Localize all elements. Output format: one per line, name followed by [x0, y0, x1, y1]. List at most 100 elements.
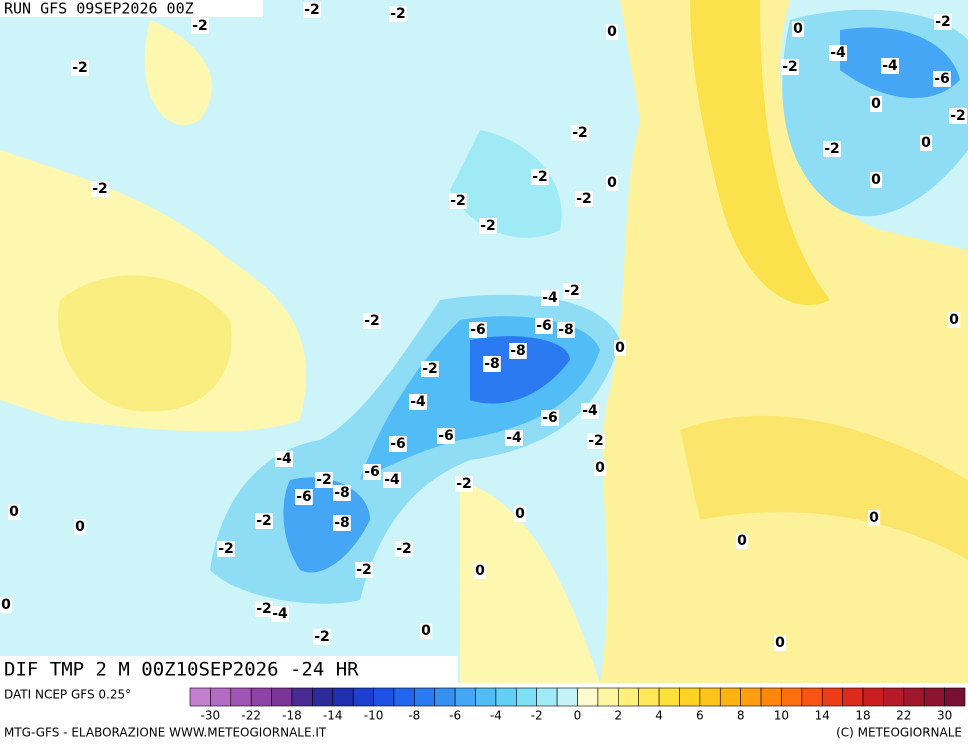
legend-swatch	[944, 687, 966, 707]
contour-label: 0	[1, 597, 11, 613]
contour-label-bg	[781, 59, 799, 75]
legend-tick-label: -4	[490, 709, 502, 723]
contour-label: -2	[72, 60, 88, 76]
legend-swatch	[577, 687, 599, 707]
contour-label: 0	[949, 312, 959, 328]
contour-label: -2	[564, 283, 580, 299]
contour-label: -2	[256, 601, 272, 617]
contour-label-bg	[191, 18, 209, 34]
contour-label-bg	[736, 533, 749, 549]
contour-label: -2	[588, 433, 604, 449]
contour-label: -4	[830, 45, 846, 61]
contour-label-bg	[614, 340, 627, 356]
contour-label: -2	[480, 218, 496, 234]
contour-label: -4	[384, 472, 400, 488]
legend-swatch	[821, 687, 843, 707]
contour-label: -2	[782, 59, 798, 75]
contour-label: -8	[334, 485, 350, 501]
legend-tick-label: 2	[614, 709, 622, 723]
contour-label: 0	[475, 563, 485, 579]
legend-swatch	[332, 687, 354, 707]
contour-label: -2	[92, 181, 108, 197]
contour-label: -2	[304, 2, 320, 18]
contour-label-bg	[389, 6, 407, 22]
legend-swatch	[658, 687, 680, 707]
legend-swatch	[597, 687, 619, 707]
contour-label: 0	[515, 506, 525, 522]
footer-left: MTG-GFS - ELABORAZIONE WWW.METEOGIORNALE…	[4, 726, 327, 740]
legend-tick-label: 8	[737, 709, 745, 723]
legend-tick-label: 18	[855, 709, 870, 723]
legend-swatch	[475, 687, 497, 707]
contour-label-bg	[74, 519, 87, 535]
legend-swatch	[536, 687, 558, 707]
contour-label-bg	[313, 629, 331, 645]
contour-label: -2	[356, 562, 372, 578]
legend-swatch	[617, 687, 639, 707]
contour-label-bg	[217, 541, 235, 557]
contour-label-bg	[455, 476, 473, 492]
contour-label-bg	[479, 218, 497, 234]
legend-tick-label: -10	[364, 709, 384, 723]
contour-label: -4	[272, 606, 288, 622]
legend-tick-label: -6	[449, 709, 461, 723]
contour-label-bg	[514, 506, 527, 522]
contour-label-bg	[333, 485, 351, 501]
contour-label-bg	[774, 635, 787, 651]
contour-label-bg	[509, 343, 527, 359]
contour-label-bg	[541, 410, 559, 426]
contour-label-bg	[535, 318, 553, 334]
contour-label: -2	[422, 361, 438, 377]
legend-tick-label: 10	[774, 709, 789, 723]
contour-label: -6	[542, 410, 558, 426]
legend-swatch	[638, 687, 660, 707]
contour-label: -2	[390, 6, 406, 22]
contour-label: -6	[438, 428, 454, 444]
contour-label: -2	[256, 513, 272, 529]
legend-swatch	[189, 687, 211, 707]
contour-label: -2	[396, 541, 412, 557]
contour-label-bg	[934, 14, 952, 30]
legend-swatch	[495, 687, 517, 707]
contour-label-bg	[483, 356, 501, 372]
contour-label-bg	[333, 515, 351, 531]
contour-label-bg	[594, 460, 607, 476]
contour-label-bg	[409, 394, 428, 410]
legend-swatch	[454, 687, 476, 707]
contour-label-bg	[255, 513, 273, 529]
legend-tick-label: -8	[408, 709, 420, 723]
contour-label: -2	[824, 141, 840, 157]
contour-label-bg	[275, 451, 294, 467]
legend-swatch	[291, 687, 313, 707]
contour-label: 0	[775, 635, 785, 651]
contour-label-bg	[606, 24, 619, 40]
contour-label-bg	[355, 562, 373, 578]
contour-label-bg	[303, 2, 321, 18]
contour-label-bg	[829, 45, 848, 61]
legend-swatch	[556, 687, 578, 707]
contour-label-bg	[449, 193, 467, 209]
legend-swatch	[923, 687, 945, 707]
contour-label-bg	[933, 71, 951, 87]
contour-label-bg	[571, 125, 589, 141]
legend-swatch	[760, 687, 782, 707]
legend-swatch	[516, 687, 538, 707]
map	[0, 0, 968, 683]
legend-tick-label: 0	[574, 709, 582, 723]
contour-label: 0	[9, 504, 19, 520]
contour-label: 0	[607, 175, 617, 191]
legend-tick-label: 30	[937, 709, 952, 723]
contour-label-bg	[531, 169, 549, 185]
contour-label-bg	[271, 606, 290, 622]
legend-tick-label: -22	[241, 709, 261, 723]
contour-label: 0	[869, 510, 879, 526]
contour-label: -2	[950, 108, 966, 124]
legend-tick-label: -18	[282, 709, 302, 723]
contour-label: 0	[921, 135, 931, 151]
contour-label: 0	[607, 24, 617, 40]
contour-label-bg	[315, 472, 333, 488]
legend-tick-label: 22	[896, 709, 911, 723]
legend-swatch	[740, 687, 762, 707]
legend-swatch	[230, 687, 252, 707]
contour-label-bg	[363, 313, 381, 329]
